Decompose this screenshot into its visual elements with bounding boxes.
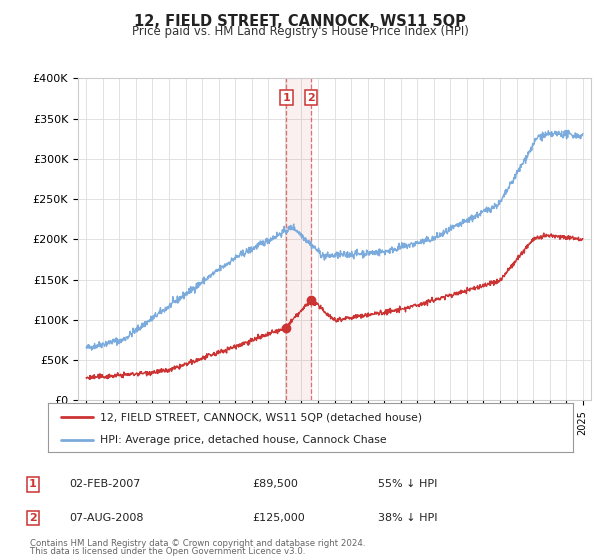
Text: HPI: Average price, detached house, Cannock Chase: HPI: Average price, detached house, Cann…	[101, 435, 387, 445]
Text: 55% ↓ HPI: 55% ↓ HPI	[378, 479, 437, 489]
Text: 12, FIELD STREET, CANNOCK, WS11 5QP (detached house): 12, FIELD STREET, CANNOCK, WS11 5QP (det…	[101, 412, 422, 422]
Text: 1: 1	[283, 93, 290, 102]
Text: Contains HM Land Registry data © Crown copyright and database right 2024.: Contains HM Land Registry data © Crown c…	[30, 539, 365, 548]
Text: £125,000: £125,000	[252, 513, 305, 523]
Text: 2: 2	[307, 93, 315, 102]
Text: £89,500: £89,500	[252, 479, 298, 489]
Text: 1: 1	[29, 479, 37, 489]
Text: Price paid vs. HM Land Registry's House Price Index (HPI): Price paid vs. HM Land Registry's House …	[131, 25, 469, 38]
Bar	[286, 78, 311, 400]
Text: 02-FEB-2007: 02-FEB-2007	[69, 479, 140, 489]
Text: This data is licensed under the Open Government Licence v3.0.: This data is licensed under the Open Gov…	[30, 547, 305, 556]
Text: 07-AUG-2008: 07-AUG-2008	[69, 513, 143, 523]
Text: 38% ↓ HPI: 38% ↓ HPI	[378, 513, 437, 523]
Text: 12, FIELD STREET, CANNOCK, WS11 5QP: 12, FIELD STREET, CANNOCK, WS11 5QP	[134, 14, 466, 29]
Text: 2: 2	[29, 513, 37, 523]
